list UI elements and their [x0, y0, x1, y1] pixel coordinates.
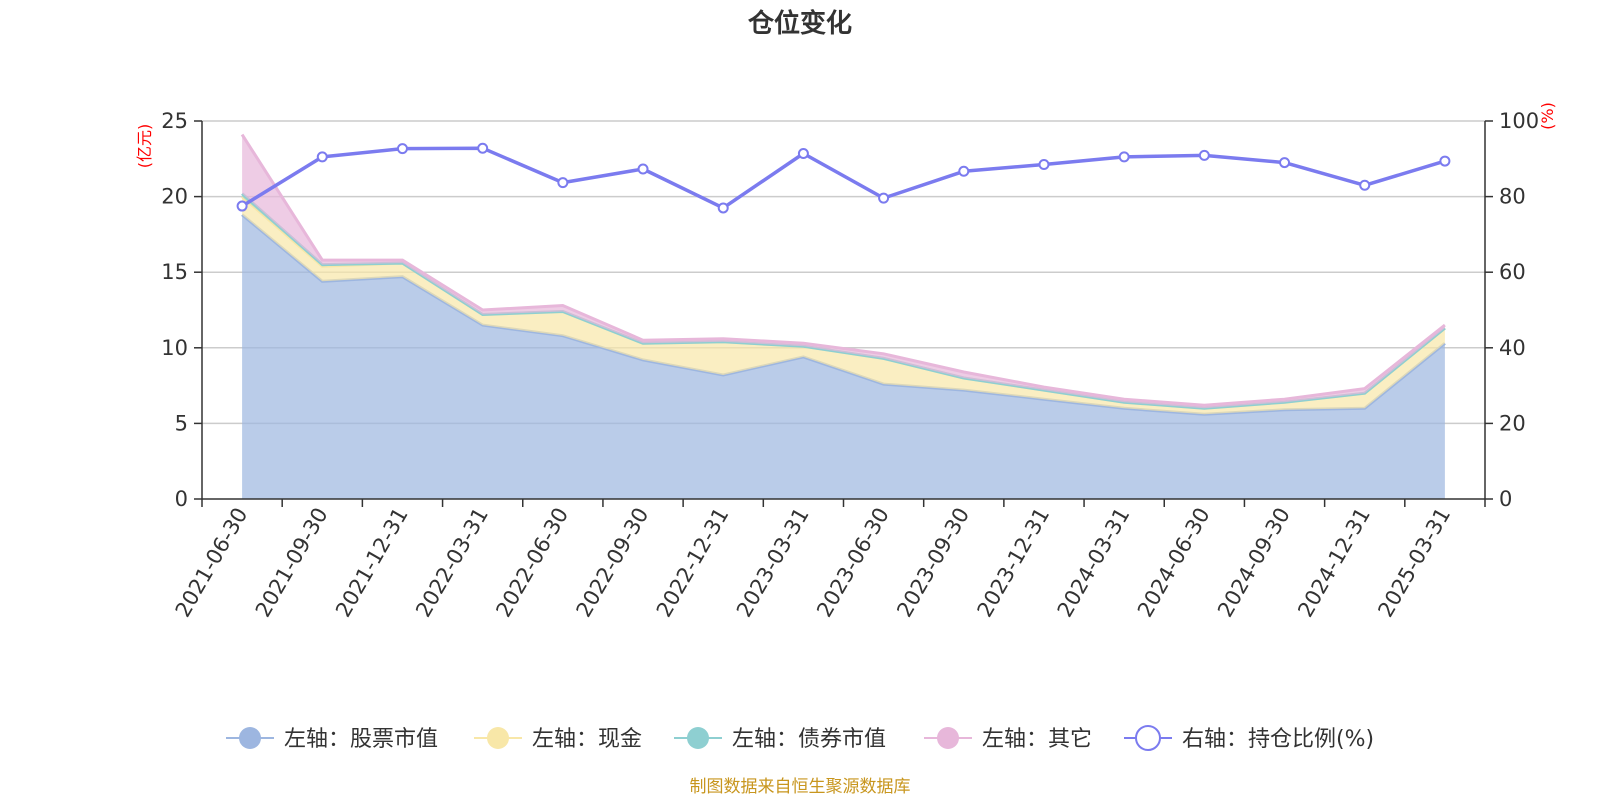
legend-label-ratio: 右轴：持仓比例(%): [1182, 727, 1374, 752]
left-axis-tick-label: 20: [161, 185, 188, 209]
area-stock: [242, 214, 1445, 499]
ratio-point: [236, 200, 248, 212]
legend-marker-cash: [487, 727, 509, 749]
x-axis-tick-label: 2021-09-30: [251, 504, 333, 622]
legend-label-bond: 左轴：债券市值: [732, 727, 886, 752]
ratio-point: [1038, 158, 1050, 170]
x-axis-tick-label: 2022-06-30: [491, 504, 573, 622]
legend-marker-stock: [239, 727, 261, 749]
legend-marker-bond: [687, 727, 709, 749]
data-source-note: 制图数据来自恒生聚源数据库: [690, 777, 911, 797]
right-axis-unit: (%): [1538, 102, 1557, 130]
left-axis-tick-label: 15: [161, 260, 188, 284]
legend-item-cash: 左轴：现金: [474, 727, 642, 752]
legend: 左轴：股票市值 左轴：现金 左轴：债券市值 左轴：其它 右轴：持仓比例(%): [226, 725, 1374, 752]
right-axis-tick-label: 80: [1499, 185, 1526, 209]
legend-label-cash: 左轴：现金: [532, 727, 642, 752]
ratio-point: [958, 165, 970, 177]
right-axis-tick-label: 0: [1499, 487, 1512, 511]
ratio-line-series: [236, 142, 1451, 214]
x-axis-tick-label: 2023-12-31: [972, 504, 1054, 622]
ratio-point: [797, 148, 809, 160]
ratio-point: [1198, 149, 1210, 161]
ratio-point: [1439, 155, 1451, 167]
ratio-point: [878, 192, 890, 204]
x-axis-tick-label: 2024-12-31: [1293, 504, 1375, 622]
left-axis-tick-label: 0: [175, 487, 188, 511]
left-axis-tick-label: 5: [175, 411, 188, 435]
legend-label-other: 左轴：其它: [982, 727, 1092, 752]
ratio-point: [1279, 157, 1291, 169]
x-axis-tick-label: 2025-03-31: [1373, 504, 1455, 622]
legend-item-stock: 左轴：股票市值: [226, 727, 438, 752]
x-axis-tick-label: 2022-03-31: [411, 504, 493, 622]
area-edge-other: [240, 133, 1446, 407]
x-axis-tick-label: 2023-03-31: [732, 504, 814, 622]
left-axis-unit: (亿元): [135, 124, 154, 169]
ratio-point: [1359, 179, 1371, 191]
legend-label-stock: 左轴：股票市值: [284, 727, 438, 752]
ratio-line: [241, 146, 1446, 210]
legend-item-ratio: 右轴：持仓比例(%): [1124, 725, 1374, 752]
x-axis-tick-label: 2021-06-30: [171, 504, 253, 622]
left-axis-tick-label: 10: [161, 336, 188, 360]
x-axis-tick-label: 2024-09-30: [1213, 504, 1295, 622]
x-axis-tick-label: 2023-06-30: [812, 504, 894, 622]
legend-marker-other: [937, 727, 959, 749]
ratio-point: [316, 151, 328, 163]
right-axis-tick-label: 20: [1499, 411, 1526, 435]
stacked-areas: [240, 133, 1446, 499]
x-axis-tick-label: 2022-12-31: [652, 504, 734, 622]
x-axis-tick-label: 2022-09-30: [572, 504, 654, 622]
ratio-point: [477, 142, 489, 154]
x-axis-tick-label: 2024-03-31: [1053, 504, 1135, 622]
legend-item-bond: 左轴：债券市值: [674, 727, 886, 752]
ratio-point: [717, 202, 729, 214]
ratio-point: [557, 177, 569, 189]
right-axis-tick-label: 100: [1499, 109, 1539, 133]
x-axis-tick-label: 2023-09-30: [892, 504, 974, 622]
ratio-point: [396, 143, 408, 155]
x-axis-tick-label: 2024-06-30: [1133, 504, 1215, 622]
chart-title: 仓位变化: [747, 8, 852, 39]
ratio-point: [637, 163, 649, 175]
right-axis-tick-label: 40: [1499, 336, 1526, 360]
ratio-point: [1118, 151, 1130, 163]
left-axis-tick-label: 25: [161, 109, 188, 133]
x-axis-tick-label: 2021-12-31: [331, 504, 413, 622]
right-axis-tick-label: 60: [1499, 260, 1526, 284]
legend-marker-ratio: [1135, 725, 1161, 751]
legend-item-other: 左轴：其它: [924, 727, 1092, 752]
